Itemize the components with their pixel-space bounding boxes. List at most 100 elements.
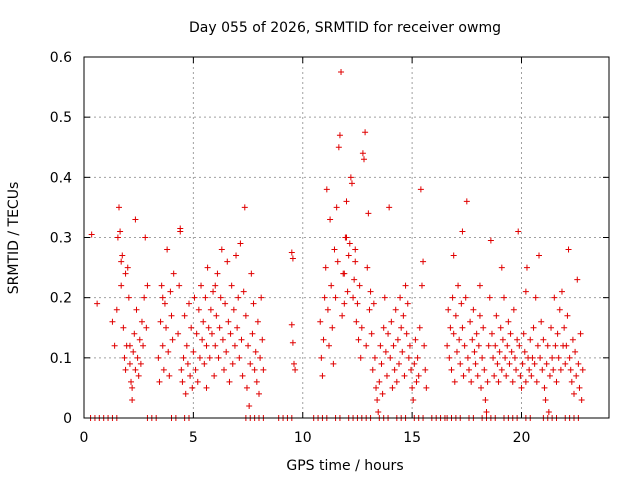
- data-point: [186, 300, 192, 307]
- data-point: [370, 300, 377, 307]
- data-point: [529, 354, 536, 361]
- data-point: [421, 342, 428, 349]
- data-point: [550, 366, 557, 373]
- data-point: [366, 306, 373, 313]
- data-point: [414, 354, 421, 361]
- data-point: [485, 342, 492, 349]
- data-point: [515, 228, 522, 235]
- data-point: [505, 318, 512, 325]
- data-point: [404, 300, 411, 307]
- data-point: [469, 336, 476, 343]
- data-point: [526, 366, 533, 373]
- data-point: [358, 324, 365, 331]
- data-point: [230, 306, 237, 313]
- data-point: [231, 342, 238, 349]
- data-point: [493, 312, 500, 319]
- data-point: [184, 360, 191, 367]
- data-point: [199, 336, 206, 343]
- data-point: [291, 360, 297, 367]
- data-point: [323, 186, 330, 193]
- data-point: [450, 330, 457, 337]
- data-point: [504, 342, 511, 349]
- data-point: [320, 336, 327, 343]
- data-point: [126, 360, 133, 367]
- data-point: [164, 246, 171, 253]
- data-point: [575, 360, 582, 367]
- data-point: [318, 354, 325, 361]
- data-point: [451, 378, 458, 385]
- data-point: [540, 336, 547, 343]
- data-point: [367, 288, 374, 295]
- data-point: [111, 342, 118, 349]
- data-point: [321, 294, 328, 301]
- data-point: [415, 372, 422, 379]
- data-point: [216, 324, 223, 331]
- y-axis-ticks: 0 0.1 0.2 0.3 0.4 0.5 0.6: [50, 50, 609, 427]
- data-point: [447, 324, 454, 331]
- data-point: [238, 336, 245, 343]
- data-point: [520, 330, 527, 337]
- data-point: [354, 300, 361, 307]
- data-point: [422, 366, 429, 373]
- data-point: [548, 324, 555, 331]
- data-point: [259, 336, 266, 343]
- data-point: [114, 234, 121, 241]
- data-point: [410, 396, 417, 403]
- data-point: [193, 330, 200, 337]
- data-point: [246, 402, 253, 409]
- data-point: [245, 342, 252, 349]
- data-point: [212, 342, 219, 349]
- data-point: [498, 264, 505, 271]
- data-point: [187, 372, 194, 379]
- data-point: [159, 294, 166, 301]
- data-point: [344, 288, 351, 295]
- data-point: [163, 324, 170, 331]
- data-point: [380, 324, 387, 331]
- data-point: [190, 348, 197, 355]
- chart-title: Day 055 of 2026, SRMTID for receiver owm…: [189, 20, 501, 36]
- data-point: [330, 360, 337, 367]
- data-point: [544, 342, 551, 349]
- data-point: [574, 276, 581, 283]
- data-point: [159, 342, 166, 349]
- data-point: [129, 384, 136, 391]
- data-point: [332, 294, 339, 301]
- data-point: [510, 306, 517, 313]
- data-point: [113, 306, 120, 313]
- data-point: [327, 216, 334, 223]
- data-point: [455, 282, 462, 289]
- data-point: [498, 366, 505, 373]
- data-points: [87, 69, 586, 421]
- data-point: [126, 342, 133, 349]
- data-point: [227, 330, 234, 337]
- data-point: [343, 198, 350, 205]
- data-point: [132, 216, 139, 223]
- x-axis-label: GPS time / hours: [286, 458, 403, 474]
- data-point: [501, 294, 507, 301]
- data-point: [365, 210, 372, 217]
- data-point: [243, 384, 250, 391]
- data-point: [250, 300, 257, 307]
- data-point: [482, 396, 489, 403]
- data-point: [233, 252, 240, 259]
- data-point: [195, 306, 202, 313]
- data-point: [543, 360, 550, 367]
- data-point: [121, 354, 128, 361]
- data-point: [483, 408, 490, 415]
- data-point: [487, 237, 494, 244]
- data-point: [555, 354, 562, 361]
- data-point: [387, 354, 394, 361]
- data-point: [183, 342, 190, 349]
- data-point: [371, 354, 378, 361]
- data-point: [225, 318, 232, 325]
- data-point: [177, 225, 184, 232]
- data-point: [122, 366, 129, 373]
- data-point: [341, 270, 348, 277]
- x-tick-label: 0: [80, 430, 89, 446]
- data-point: [239, 372, 246, 379]
- data-point: [397, 294, 404, 301]
- data-point: [292, 366, 299, 373]
- data-point: [513, 366, 520, 373]
- data-point: [369, 366, 376, 373]
